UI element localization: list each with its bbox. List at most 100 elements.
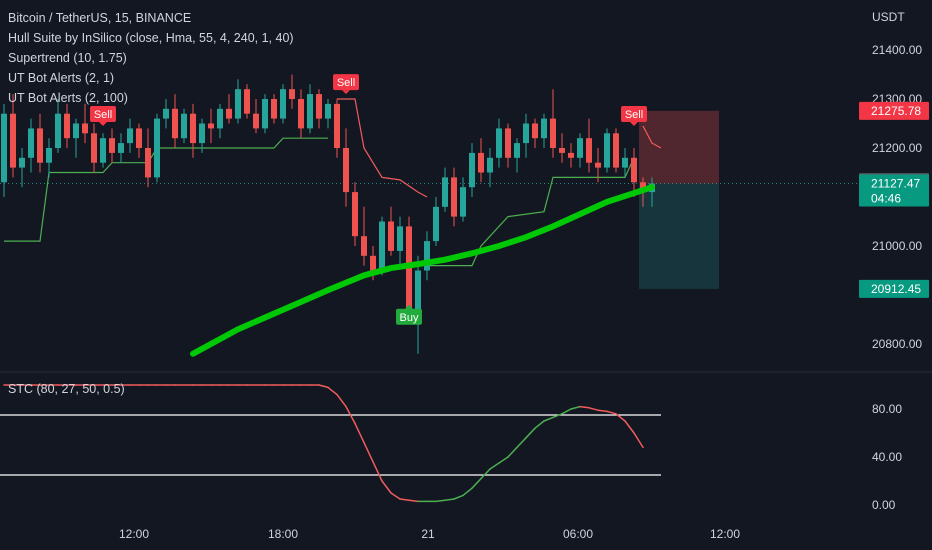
stc-line-segment bbox=[579, 405, 590, 409]
candle-body bbox=[181, 113, 187, 139]
stc-line-segment bbox=[534, 420, 545, 429]
stc-line-segment bbox=[615, 413, 626, 422]
candle-body bbox=[352, 192, 358, 237]
price-axis-label: 20912.45 bbox=[871, 282, 921, 296]
candle-body bbox=[298, 99, 304, 129]
candle-body bbox=[433, 206, 439, 242]
candle-body bbox=[469, 152, 475, 188]
candle-body bbox=[91, 133, 97, 163]
candle-body bbox=[397, 226, 403, 251]
candle-body bbox=[127, 128, 133, 144]
stc-line-segment bbox=[489, 462, 500, 470]
candle-body bbox=[217, 108, 223, 129]
sell-signal-label: Sell bbox=[94, 109, 112, 121]
candle-body bbox=[460, 187, 466, 217]
sell-signal-label: Sell bbox=[337, 77, 355, 89]
candle-body bbox=[271, 99, 277, 119]
chart-legend: Bitcoin / TetherUS, 15, BINANCE Hull Sui… bbox=[8, 8, 294, 108]
candle-body bbox=[325, 103, 331, 119]
stc-line-segment bbox=[390, 492, 401, 500]
stc-line-segment bbox=[606, 410, 617, 415]
sell-signal-label: Sell bbox=[625, 109, 643, 121]
sell-signal-arrow bbox=[99, 121, 107, 126]
candle-body bbox=[10, 113, 16, 168]
candle-body bbox=[37, 128, 43, 163]
candle-body bbox=[109, 138, 115, 153]
price-axis-label: 21275.78 bbox=[871, 104, 921, 118]
stc-line-segment bbox=[354, 422, 365, 444]
sell-signal-arrow bbox=[342, 90, 350, 95]
candle-body bbox=[604, 133, 610, 168]
stc-legend[interactable]: STC (80, 27, 50, 0.5) bbox=[8, 382, 125, 396]
time-axis-tick: 06:00 bbox=[563, 527, 593, 541]
candle-body bbox=[208, 123, 214, 129]
supertrend-line bbox=[337, 98, 428, 198]
candle-body bbox=[622, 157, 628, 168]
sell-signal[interactable]: Sell bbox=[333, 74, 359, 95]
stc-line-segment bbox=[453, 494, 464, 500]
candle-body bbox=[19, 157, 25, 168]
candle-body bbox=[253, 113, 259, 129]
stc-line-segment bbox=[552, 413, 563, 419]
candle-body bbox=[586, 138, 592, 163]
candle-body bbox=[154, 118, 160, 178]
candle-body bbox=[73, 123, 79, 139]
candle-body bbox=[226, 108, 232, 119]
symbol-title[interactable]: Bitcoin / TetherUS, 15, BINANCE bbox=[8, 11, 192, 25]
price-axis-label-box bbox=[859, 174, 929, 207]
stc-axis-tick: 40.00 bbox=[872, 450, 902, 464]
stc-line-segment bbox=[462, 487, 473, 497]
candle-body bbox=[136, 128, 142, 148]
price-axis-tick: 21200.00 bbox=[872, 141, 922, 155]
stc-line-segment bbox=[633, 432, 644, 449]
candle-body bbox=[334, 103, 340, 148]
indicator-hull-suite[interactable]: Hull Suite by InSilico (close, Hma, 55, … bbox=[8, 31, 294, 45]
sell-signal[interactable]: Sell bbox=[90, 105, 116, 126]
price-axis-tick: 21400.00 bbox=[872, 43, 922, 57]
stc-line-segment bbox=[507, 446, 518, 458]
stc-line-segment bbox=[597, 409, 608, 413]
candle-body bbox=[514, 143, 520, 158]
candle-body bbox=[100, 138, 106, 163]
stc-line-segment bbox=[498, 456, 509, 464]
candle-body bbox=[244, 89, 250, 114]
candle-body bbox=[406, 226, 412, 315]
buy-signal[interactable]: Buy bbox=[396, 304, 422, 325]
indicator-ut-bot-2[interactable]: UT Bot Alerts (2, 100) bbox=[8, 91, 128, 105]
candle-body bbox=[550, 118, 556, 148]
stc-line-segment bbox=[336, 393, 347, 408]
candle-body bbox=[487, 157, 493, 173]
indicator-ut-bot-1[interactable]: UT Bot Alerts (2, 1) bbox=[8, 71, 115, 85]
candle-body bbox=[280, 89, 286, 119]
position-target-zone[interactable] bbox=[639, 183, 719, 289]
stc-line-segment bbox=[624, 420, 635, 434]
candle-body bbox=[289, 89, 295, 99]
buy-signal-arrow bbox=[405, 304, 413, 309]
stc-line-segment bbox=[516, 437, 527, 449]
position-stop-zone[interactable] bbox=[639, 110, 719, 184]
candle-body bbox=[145, 148, 151, 178]
candle-body bbox=[415, 270, 421, 315]
indicator-supertrend[interactable]: Supertrend (10, 1.75) bbox=[8, 51, 127, 65]
candle-body bbox=[505, 128, 511, 158]
stc-line-segment bbox=[525, 427, 536, 439]
candle-body bbox=[118, 143, 124, 153]
candle-body bbox=[199, 123, 205, 144]
candle-body bbox=[442, 177, 448, 207]
candle-body bbox=[316, 94, 322, 119]
price-axis-label-box bbox=[859, 101, 929, 120]
candle-body bbox=[46, 148, 52, 163]
sell-signal[interactable]: Sell bbox=[621, 105, 647, 126]
supertrend-line bbox=[427, 157, 635, 267]
stc-line-segment bbox=[408, 499, 419, 503]
sell-signal-box bbox=[621, 105, 647, 122]
candle-body bbox=[523, 123, 529, 144]
stc-line-segment bbox=[372, 461, 383, 482]
stc-line-segment bbox=[588, 407, 599, 411]
stc-axis-tick: 0.00 bbox=[872, 498, 896, 512]
hull-ma-line bbox=[190, 184, 655, 357]
supertrend-line bbox=[642, 125, 662, 149]
candle-body bbox=[424, 241, 430, 271]
stc-line-segment bbox=[543, 416, 554, 422]
